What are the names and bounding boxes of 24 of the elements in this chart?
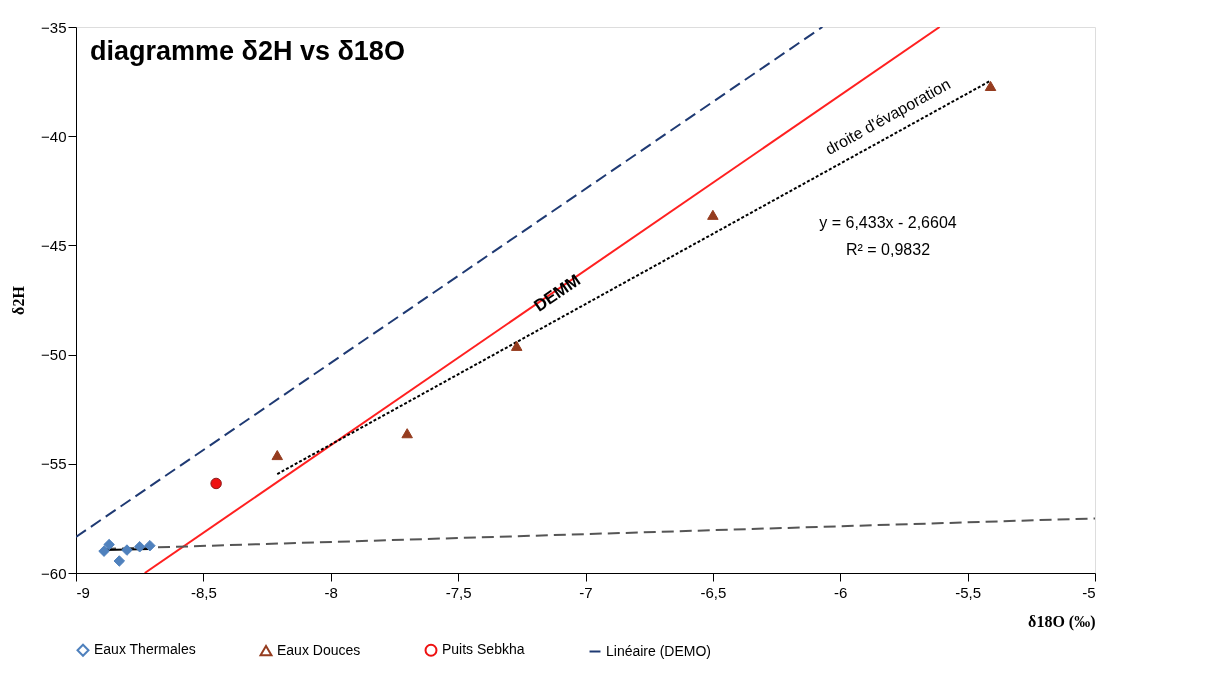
y-tick-label: −40 (41, 127, 67, 145)
x-tick-label: -5 (1082, 583, 1096, 601)
annotation: y = 6,433x - 2,6604 (819, 214, 957, 231)
y-tick-label: −50 (41, 346, 67, 364)
legend-label: Puits Sebkha (442, 641, 525, 658)
annotation: R² = 0,9832 (845, 241, 931, 258)
x-tick-label: -8,5 (190, 583, 217, 601)
y-tick-label: −35 (41, 18, 67, 36)
x-tick-label: -7,5 (445, 583, 472, 601)
y-axis-title: δ2H (10, 285, 28, 315)
chart-title: diagramme δ2H vs δ18O (90, 36, 405, 66)
legend-label: Eaux Douces (277, 641, 361, 658)
x-axis-title: δ18O (‰) (1028, 612, 1096, 631)
legend-label: Eaux Thermales (94, 641, 196, 658)
x-tick-label: -8 (324, 583, 338, 601)
x-tick-label: -5,5 (955, 583, 982, 601)
x-tick-label: -6 (834, 583, 848, 601)
legend-label: Linéaire (DEMO) (606, 642, 712, 659)
x-tick-label: -7 (579, 583, 593, 601)
y-tick-label: −45 (41, 236, 67, 254)
y-tick-label: −60 (41, 564, 67, 582)
y-tick-label: −55 (41, 455, 67, 473)
x-tick-label: -6,5 (700, 583, 727, 601)
x-tick-label: -9 (76, 583, 90, 601)
